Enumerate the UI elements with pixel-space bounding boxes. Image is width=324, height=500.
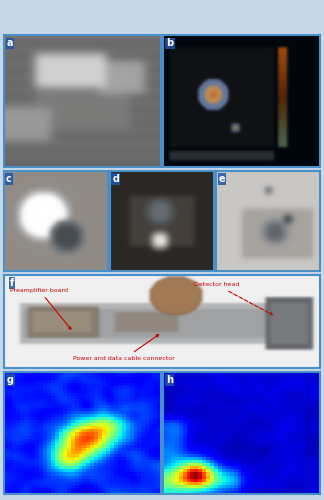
Text: Detector head: Detector head: [194, 282, 272, 314]
Text: b: b: [167, 38, 174, 48]
Text: Power and data cable connector: Power and data cable connector: [74, 334, 175, 361]
Text: d: d: [112, 174, 119, 184]
Text: h: h: [167, 375, 173, 385]
Text: a: a: [7, 38, 14, 48]
Text: c: c: [6, 174, 12, 184]
Text: e: e: [218, 174, 225, 184]
Text: f: f: [10, 278, 15, 288]
Text: g: g: [7, 375, 14, 385]
Text: Preamplifier board: Preamplifier board: [10, 288, 71, 329]
